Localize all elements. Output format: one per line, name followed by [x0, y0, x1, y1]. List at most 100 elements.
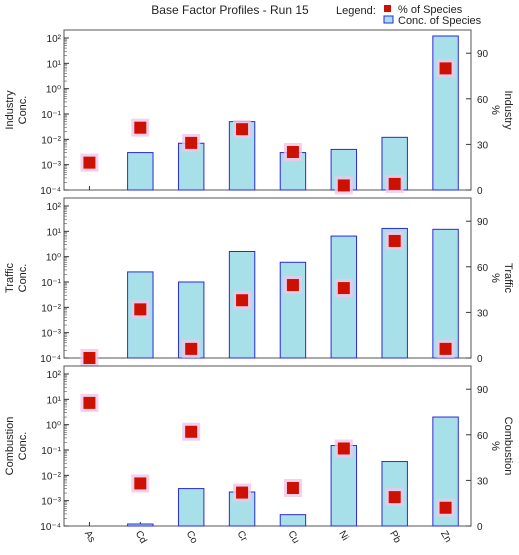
y2-tick-label: 30	[477, 308, 489, 319]
y-tick-label: 10⁻¹	[41, 110, 61, 121]
point-as	[83, 396, 96, 409]
point-co	[185, 136, 198, 149]
y-tick-label: 10⁻³	[41, 161, 61, 172]
y-tick-label: 10⁻²	[41, 135, 61, 146]
y-tick-label: 10⁻⁴	[40, 522, 61, 533]
panels: 10⁻⁴ 10⁻³ 10⁻² 10⁻¹ 10⁰ 10¹ 10² 0 30 60 90 Industry…	[4, 29, 514, 546]
y2-tick-label: 30	[477, 140, 489, 151]
y-axis-title-line: Conc.	[17, 96, 29, 125]
y-tick-label: 10⁰	[46, 253, 61, 264]
y-axis-title-line: Traffic	[4, 263, 16, 293]
y-tick-label: 10⁻¹	[41, 446, 61, 457]
panel-combustion: 10⁻⁴ 10⁻³ 10⁻² 10⁻¹ 10⁰ 10¹ 10² 0 30 60 90 Combusti…	[4, 365, 514, 546]
y-tick-label: 10¹	[47, 227, 62, 238]
point-ni	[337, 282, 350, 295]
y2-tick-label: 0	[477, 354, 483, 365]
point-cd	[134, 121, 147, 134]
y-tick-label: 10⁻³	[41, 329, 61, 340]
point-co	[185, 425, 198, 438]
point-cu	[286, 482, 299, 494]
x-tick-label: Pb	[387, 529, 403, 545]
y2-tick-label: 90	[477, 385, 489, 396]
point-pb	[388, 491, 401, 504]
point-ni	[337, 179, 350, 192]
y-tick-label: 10⁻¹	[41, 278, 61, 289]
y2-axis-title-line: %	[489, 273, 501, 283]
y-axis-title-left: IndustryConc.	[4, 90, 29, 130]
y-tick-label: 10²	[47, 34, 62, 45]
y2-tick-label: 30	[477, 476, 489, 487]
y-tick-label: 10⁻⁴	[40, 354, 61, 365]
y2-tick-label: 60	[477, 431, 489, 442]
x-tick-label: Co	[184, 529, 200, 546]
y-tick-label: 10¹	[47, 59, 62, 70]
x-tick-label: Zn	[438, 529, 453, 545]
y-axis-title-line: Industry	[4, 90, 16, 130]
y-axis-title-right: Industry%	[489, 90, 514, 130]
point-zn	[439, 501, 452, 514]
y-tick-label: 10⁻²	[41, 471, 61, 482]
x-tick-label: Cd	[133, 529, 149, 546]
point-cr	[236, 486, 249, 499]
y-tick-label: 10⁻³	[41, 497, 61, 508]
y2-tick-label: 0	[477, 522, 483, 533]
x-tick-label: Cu	[285, 529, 301, 546]
y2-axis-title-line: Combustion	[502, 417, 514, 476]
y-tick-label: 10⁰	[46, 421, 61, 432]
y2-tick-label: 0	[477, 186, 483, 197]
panel-frame	[63, 365, 472, 527]
point-cu	[286, 279, 299, 292]
point-cr	[236, 294, 249, 307]
point-pb	[388, 234, 401, 247]
x-tick-label: Ni	[336, 529, 350, 543]
legend-label: Legend:	[336, 5, 376, 17]
panel-frame	[63, 197, 472, 359]
x-tick-label: As	[82, 529, 97, 545]
legend-marker-percent	[384, 5, 391, 12]
y2-tick-label: 90	[477, 49, 489, 60]
point-zn	[439, 342, 452, 355]
y2-tick-label: 90	[477, 217, 489, 228]
y2-axis-title-line: Industry	[502, 90, 514, 130]
y-axis-title-line: Combustion	[4, 417, 16, 476]
point-as	[83, 156, 96, 169]
bar-zn	[432, 228, 459, 359]
bar-co	[177, 488, 205, 527]
panel-traffic: 10⁻⁴ 10⁻³ 10⁻² 10⁻¹ 10⁰ 10¹ 10² 0 30 60 90 TrafficC…	[4, 197, 514, 367]
y-tick-label: 10⁻⁴	[40, 186, 61, 197]
point-cu	[286, 146, 299, 158]
x-tick-label: Cr	[234, 529, 249, 544]
bar-cd	[127, 523, 154, 527]
legend-marker-conc	[383, 15, 394, 24]
y2-axis-title-line: %	[489, 105, 501, 115]
point-as	[83, 352, 96, 364]
bar-zn	[432, 35, 459, 191]
y2-tick-label: 60	[477, 263, 489, 274]
point-pb	[388, 177, 401, 190]
y-tick-label: 10⁻²	[41, 303, 61, 314]
y-tick-label: 10²	[47, 370, 62, 381]
legend-item-conc: Conc. of Species	[398, 15, 482, 27]
panel-frame	[63, 29, 472, 191]
y-tick-label: 10⁰	[46, 85, 61, 96]
point-cd	[134, 477, 147, 490]
point-ni	[337, 442, 350, 455]
y2-tick-label: 60	[477, 95, 489, 106]
y2-axis-title-line: Traffic	[502, 263, 514, 293]
point-cr	[236, 123, 249, 136]
y-tick-label: 10¹	[47, 395, 62, 406]
point-co	[185, 342, 198, 355]
bar-ni	[330, 445, 358, 527]
y-axis-title-right: Traffic%	[489, 263, 514, 293]
y-axis-title-right: Combustion%	[489, 417, 514, 476]
y-axis-title-left: CombustionConc.	[4, 417, 29, 476]
y-tick-label: 10²	[47, 202, 62, 213]
bar-cu	[279, 514, 307, 527]
panel-industry: 10⁻⁴ 10⁻³ 10⁻² 10⁻¹ 10⁰ 10¹ 10² 0 30 60 90 Industry…	[4, 29, 514, 197]
chart-title: Base Factor Profiles - Run 15	[151, 3, 309, 17]
point-cd	[134, 303, 147, 316]
y-axis-title-line: Conc.	[17, 432, 29, 461]
y-axis-title-left: TrafficConc.	[4, 263, 29, 293]
